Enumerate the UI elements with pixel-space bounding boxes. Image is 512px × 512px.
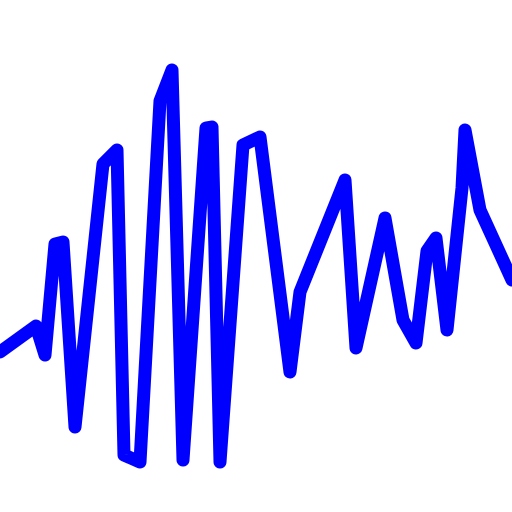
waveform-stroke [0, 63, 512, 469]
